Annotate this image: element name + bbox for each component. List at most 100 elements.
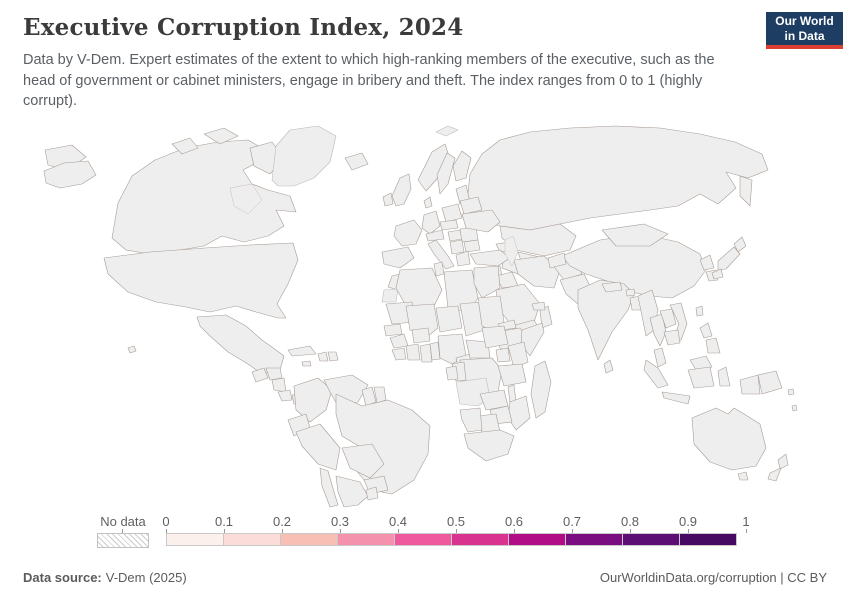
legend-bin[interactable] xyxy=(451,533,509,546)
country-canada-island[interactable] xyxy=(171,137,199,155)
country-mongolia[interactable] xyxy=(601,223,669,247)
country-western-sahara[interactable] xyxy=(381,288,399,303)
country-burkina-faso[interactable] xyxy=(411,327,431,344)
country-hungary[interactable] xyxy=(447,229,463,242)
country-svalbard[interactable] xyxy=(435,125,459,137)
country-indonesia-java[interactable] xyxy=(661,391,691,405)
country-new-zealand-south[interactable] xyxy=(767,467,782,482)
legend-bin[interactable] xyxy=(166,533,224,546)
footer-link[interactable]: OurWorldinData.org/corruption | CC BY xyxy=(599,570,827,585)
owid-logo[interactable]: Our World in Data xyxy=(766,12,843,49)
country-senegal[interactable] xyxy=(383,323,403,337)
country-japan-honshu[interactable] xyxy=(717,246,741,271)
country-bulgaria[interactable] xyxy=(463,239,481,253)
country-russia-kamchatka[interactable] xyxy=(739,175,753,207)
country-egypt[interactable] xyxy=(473,265,501,299)
country-niger[interactable] xyxy=(435,305,463,333)
country-france[interactable] xyxy=(393,219,423,247)
country-kenya[interactable] xyxy=(507,341,529,369)
country-ghana[interactable] xyxy=(419,343,433,363)
country-japan-hokkaido[interactable] xyxy=(733,236,747,253)
country-tanzania[interactable] xyxy=(497,363,527,387)
country-ivory-coast[interactable] xyxy=(405,343,421,361)
country-togo-benin[interactable] xyxy=(429,341,441,361)
country-gabon[interactable] xyxy=(445,365,459,381)
country-czechia-slovakia[interactable] xyxy=(439,219,459,231)
country-denmark[interactable] xyxy=(423,196,433,209)
country-cuba[interactable] xyxy=(287,345,317,357)
country-sierra-leone-liberia[interactable] xyxy=(391,347,407,361)
country-nicaragua[interactable] xyxy=(271,377,287,393)
country-philippines[interactable] xyxy=(699,322,713,339)
country-guatemala[interactable] xyxy=(251,367,269,383)
country-solomon-islands[interactable] xyxy=(787,388,795,396)
country-argentina[interactable] xyxy=(335,475,369,508)
country-indonesia-papua[interactable] xyxy=(739,374,761,395)
country-malaysia[interactable] xyxy=(653,347,667,368)
legend-bin[interactable] xyxy=(280,533,338,546)
country-philippines-south[interactable] xyxy=(705,337,721,354)
country-greenland[interactable] xyxy=(271,125,337,187)
country-new-zealand-north[interactable] xyxy=(777,453,789,470)
country-austria-switzerland[interactable] xyxy=(425,229,445,242)
legend-bin[interactable] xyxy=(394,533,452,546)
country-haiti[interactable] xyxy=(317,351,329,362)
country-turkey[interactable] xyxy=(469,249,511,267)
country-poland[interactable] xyxy=(441,203,463,223)
country-peru[interactable] xyxy=(295,423,341,471)
country-uganda[interactable] xyxy=(495,347,511,363)
country-sweden[interactable] xyxy=(436,152,456,195)
country-ukraine[interactable] xyxy=(461,209,501,233)
country-germany[interactable] xyxy=(421,210,441,235)
country-somalia[interactable] xyxy=(520,322,545,357)
country-australia[interactable] xyxy=(691,407,767,471)
country-sri-lanka[interactable] xyxy=(603,359,614,374)
country-madagascar[interactable] xyxy=(530,360,552,419)
legend-no-data-swatch[interactable] xyxy=(97,533,149,548)
country-suriname[interactable] xyxy=(373,386,387,404)
country-usa[interactable] xyxy=(103,242,299,319)
country-tunisia[interactable] xyxy=(433,261,445,277)
country-namibia[interactable] xyxy=(459,407,483,433)
country-thailand[interactable] xyxy=(649,313,667,347)
country-india[interactable] xyxy=(577,279,635,361)
legend-bin[interactable] xyxy=(679,533,737,546)
country-chile[interactable] xyxy=(319,467,339,508)
country-south-africa[interactable] xyxy=(463,429,515,462)
country-guinea[interactable] xyxy=(389,333,409,349)
country-indonesia-sumatra[interactable] xyxy=(643,359,669,389)
country-uruguay[interactable] xyxy=(365,486,379,501)
legend-bin[interactable] xyxy=(508,533,566,546)
country-belarus[interactable] xyxy=(459,196,483,215)
country-vanuatu[interactable] xyxy=(791,404,798,412)
country-iceland[interactable] xyxy=(344,152,369,171)
country-finland[interactable] xyxy=(452,150,472,182)
country-ireland[interactable] xyxy=(382,192,394,207)
country-russia[interactable] xyxy=(465,125,769,231)
country-bolivia[interactable] xyxy=(341,443,385,479)
country-colombia[interactable] xyxy=(293,377,333,423)
country-costa-rica[interactable] xyxy=(277,389,293,402)
country-guyana[interactable] xyxy=(361,386,377,407)
country-canada-island[interactable] xyxy=(203,127,239,145)
country-japan-kyushu[interactable] xyxy=(711,268,724,280)
country-spain[interactable] xyxy=(381,246,415,269)
country-laos[interactable] xyxy=(659,308,677,329)
country-taiwan[interactable] xyxy=(695,305,704,317)
legend-bin[interactable] xyxy=(223,533,281,546)
country-cambodia[interactable] xyxy=(663,329,681,346)
country-bhutan[interactable] xyxy=(625,288,636,297)
country-malaysia-borneo[interactable] xyxy=(689,355,713,371)
country-mexico[interactable] xyxy=(196,314,285,375)
country-united-kingdom[interactable] xyxy=(391,173,412,207)
country-iran[interactable] xyxy=(513,255,561,289)
country-australia-tasmania[interactable] xyxy=(737,471,749,481)
country-indonesia-sulawesi[interactable] xyxy=(717,366,731,387)
country-greece[interactable] xyxy=(455,250,471,267)
country-papua-new-guinea[interactable] xyxy=(757,370,783,395)
country-jamaica[interactable] xyxy=(301,360,312,367)
country-usa-alaska[interactable] xyxy=(43,160,97,189)
country-indonesia-kalimantan[interactable] xyxy=(687,366,715,389)
legend-bin[interactable] xyxy=(337,533,395,546)
country-kyrgyzstan-tajikistan[interactable] xyxy=(547,252,567,269)
